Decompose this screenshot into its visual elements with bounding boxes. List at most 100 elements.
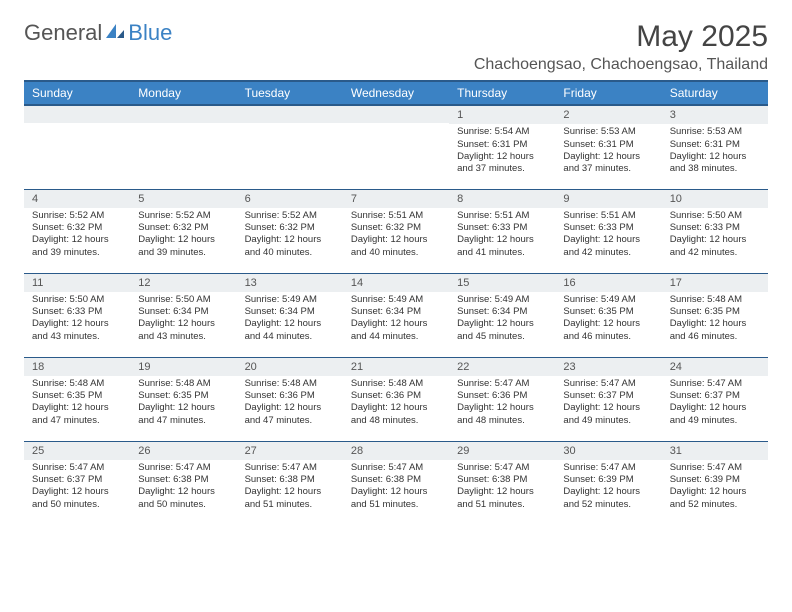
day-number: 5 — [130, 190, 236, 208]
day-data — [343, 123, 449, 131]
day-data: Sunrise: 5:50 AMSunset: 6:34 PMDaylight:… — [130, 292, 236, 349]
calendar-cell: 12Sunrise: 5:50 AMSunset: 6:34 PMDayligh… — [130, 273, 236, 357]
day-number: 8 — [449, 190, 555, 208]
day-number: 18 — [24, 358, 130, 376]
calendar-cell: 19Sunrise: 5:48 AMSunset: 6:35 PMDayligh… — [130, 357, 236, 441]
empty-day-number — [24, 106, 130, 123]
calendar-cell: 31Sunrise: 5:47 AMSunset: 6:39 PMDayligh… — [662, 441, 768, 525]
calendar-table: SundayMondayTuesdayWednesdayThursdayFrid… — [24, 80, 768, 525]
day-data: Sunrise: 5:49 AMSunset: 6:35 PMDaylight:… — [555, 292, 661, 349]
empty-day-number — [237, 106, 343, 123]
day-data: Sunrise: 5:48 AMSunset: 6:36 PMDaylight:… — [343, 376, 449, 433]
day-number: 30 — [555, 442, 661, 460]
empty-day-number — [343, 106, 449, 123]
day-number: 16 — [555, 274, 661, 292]
calendar-cell: 11Sunrise: 5:50 AMSunset: 6:33 PMDayligh… — [24, 273, 130, 357]
day-data: Sunrise: 5:47 AMSunset: 6:38 PMDaylight:… — [449, 460, 555, 517]
day-number: 7 — [343, 190, 449, 208]
logo-sail-icon — [104, 22, 126, 45]
day-data: Sunrise: 5:47 AMSunset: 6:37 PMDaylight:… — [555, 376, 661, 433]
day-data: Sunrise: 5:49 AMSunset: 6:34 PMDaylight:… — [343, 292, 449, 349]
calendar-cell: 20Sunrise: 5:48 AMSunset: 6:36 PMDayligh… — [237, 357, 343, 441]
day-data: Sunrise: 5:49 AMSunset: 6:34 PMDaylight:… — [237, 292, 343, 349]
logo-text-blue: Blue — [128, 20, 172, 46]
day-data — [130, 123, 236, 131]
day-data: Sunrise: 5:47 AMSunset: 6:39 PMDaylight:… — [662, 460, 768, 517]
weekday-header: Sunday — [24, 81, 130, 105]
location: Chachoengsao, Chachoengsao, Thailand — [474, 56, 768, 74]
weekday-header: Tuesday — [237, 81, 343, 105]
day-data: Sunrise: 5:47 AMSunset: 6:36 PMDaylight:… — [449, 376, 555, 433]
day-data: Sunrise: 5:47 AMSunset: 6:38 PMDaylight:… — [130, 460, 236, 517]
day-data — [24, 123, 130, 131]
calendar-cell — [130, 105, 236, 189]
day-number: 19 — [130, 358, 236, 376]
calendar-cell: 25Sunrise: 5:47 AMSunset: 6:37 PMDayligh… — [24, 441, 130, 525]
day-data: Sunrise: 5:49 AMSunset: 6:34 PMDaylight:… — [449, 292, 555, 349]
calendar-cell: 16Sunrise: 5:49 AMSunset: 6:35 PMDayligh… — [555, 273, 661, 357]
day-number: 4 — [24, 190, 130, 208]
calendar-cell: 6Sunrise: 5:52 AMSunset: 6:32 PMDaylight… — [237, 189, 343, 273]
calendar-cell: 9Sunrise: 5:51 AMSunset: 6:33 PMDaylight… — [555, 189, 661, 273]
day-data: Sunrise: 5:47 AMSunset: 6:38 PMDaylight:… — [237, 460, 343, 517]
day-number: 29 — [449, 442, 555, 460]
day-data: Sunrise: 5:47 AMSunset: 6:37 PMDaylight:… — [24, 460, 130, 517]
day-data: Sunrise: 5:51 AMSunset: 6:33 PMDaylight:… — [555, 208, 661, 265]
weekday-header: Friday — [555, 81, 661, 105]
calendar-cell: 10Sunrise: 5:50 AMSunset: 6:33 PMDayligh… — [662, 189, 768, 273]
calendar-cell: 21Sunrise: 5:48 AMSunset: 6:36 PMDayligh… — [343, 357, 449, 441]
day-data — [237, 123, 343, 131]
calendar-cell: 29Sunrise: 5:47 AMSunset: 6:38 PMDayligh… — [449, 441, 555, 525]
calendar-cell: 30Sunrise: 5:47 AMSunset: 6:39 PMDayligh… — [555, 441, 661, 525]
day-number: 27 — [237, 442, 343, 460]
day-data: Sunrise: 5:52 AMSunset: 6:32 PMDaylight:… — [130, 208, 236, 265]
day-number: 31 — [662, 442, 768, 460]
calendar-cell: 22Sunrise: 5:47 AMSunset: 6:36 PMDayligh… — [449, 357, 555, 441]
day-data: Sunrise: 5:50 AMSunset: 6:33 PMDaylight:… — [24, 292, 130, 349]
day-number: 25 — [24, 442, 130, 460]
day-data: Sunrise: 5:50 AMSunset: 6:33 PMDaylight:… — [662, 208, 768, 265]
day-number: 2 — [555, 106, 661, 124]
day-data: Sunrise: 5:54 AMSunset: 6:31 PMDaylight:… — [449, 124, 555, 181]
day-data: Sunrise: 5:47 AMSunset: 6:39 PMDaylight:… — [555, 460, 661, 517]
day-number: 28 — [343, 442, 449, 460]
day-data: Sunrise: 5:47 AMSunset: 6:38 PMDaylight:… — [343, 460, 449, 517]
calendar-cell: 5Sunrise: 5:52 AMSunset: 6:32 PMDaylight… — [130, 189, 236, 273]
day-number: 26 — [130, 442, 236, 460]
day-number: 1 — [449, 106, 555, 124]
calendar-header-row: SundayMondayTuesdayWednesdayThursdayFrid… — [24, 81, 768, 105]
calendar-cell: 17Sunrise: 5:48 AMSunset: 6:35 PMDayligh… — [662, 273, 768, 357]
day-data: Sunrise: 5:52 AMSunset: 6:32 PMDaylight:… — [237, 208, 343, 265]
calendar-cell: 2Sunrise: 5:53 AMSunset: 6:31 PMDaylight… — [555, 105, 661, 189]
calendar-cell: 3Sunrise: 5:53 AMSunset: 6:31 PMDaylight… — [662, 105, 768, 189]
weekday-header: Saturday — [662, 81, 768, 105]
day-data: Sunrise: 5:52 AMSunset: 6:32 PMDaylight:… — [24, 208, 130, 265]
day-data: Sunrise: 5:48 AMSunset: 6:35 PMDaylight:… — [130, 376, 236, 433]
calendar-cell: 14Sunrise: 5:49 AMSunset: 6:34 PMDayligh… — [343, 273, 449, 357]
day-number: 24 — [662, 358, 768, 376]
title-block: May 2025 Chachoengsao, Chachoengsao, Tha… — [474, 20, 768, 74]
calendar-cell — [343, 105, 449, 189]
day-number: 22 — [449, 358, 555, 376]
calendar-cell: 15Sunrise: 5:49 AMSunset: 6:34 PMDayligh… — [449, 273, 555, 357]
calendar-cell — [237, 105, 343, 189]
calendar-cell: 26Sunrise: 5:47 AMSunset: 6:38 PMDayligh… — [130, 441, 236, 525]
calendar-cell: 23Sunrise: 5:47 AMSunset: 6:37 PMDayligh… — [555, 357, 661, 441]
calendar-cell: 24Sunrise: 5:47 AMSunset: 6:37 PMDayligh… — [662, 357, 768, 441]
calendar-cell: 28Sunrise: 5:47 AMSunset: 6:38 PMDayligh… — [343, 441, 449, 525]
day-number: 11 — [24, 274, 130, 292]
day-data: Sunrise: 5:51 AMSunset: 6:32 PMDaylight:… — [343, 208, 449, 265]
day-number: 3 — [662, 106, 768, 124]
calendar-cell: 1Sunrise: 5:54 AMSunset: 6:31 PMDaylight… — [449, 105, 555, 189]
day-number: 14 — [343, 274, 449, 292]
logo-text-general: General — [24, 20, 102, 46]
calendar-cell: 4Sunrise: 5:52 AMSunset: 6:32 PMDaylight… — [24, 189, 130, 273]
day-data: Sunrise: 5:51 AMSunset: 6:33 PMDaylight:… — [449, 208, 555, 265]
day-number: 6 — [237, 190, 343, 208]
day-number: 23 — [555, 358, 661, 376]
day-data: Sunrise: 5:48 AMSunset: 6:35 PMDaylight:… — [24, 376, 130, 433]
day-number: 21 — [343, 358, 449, 376]
logo: General Blue — [24, 20, 172, 46]
day-data: Sunrise: 5:53 AMSunset: 6:31 PMDaylight:… — [662, 124, 768, 181]
weekday-header: Monday — [130, 81, 236, 105]
